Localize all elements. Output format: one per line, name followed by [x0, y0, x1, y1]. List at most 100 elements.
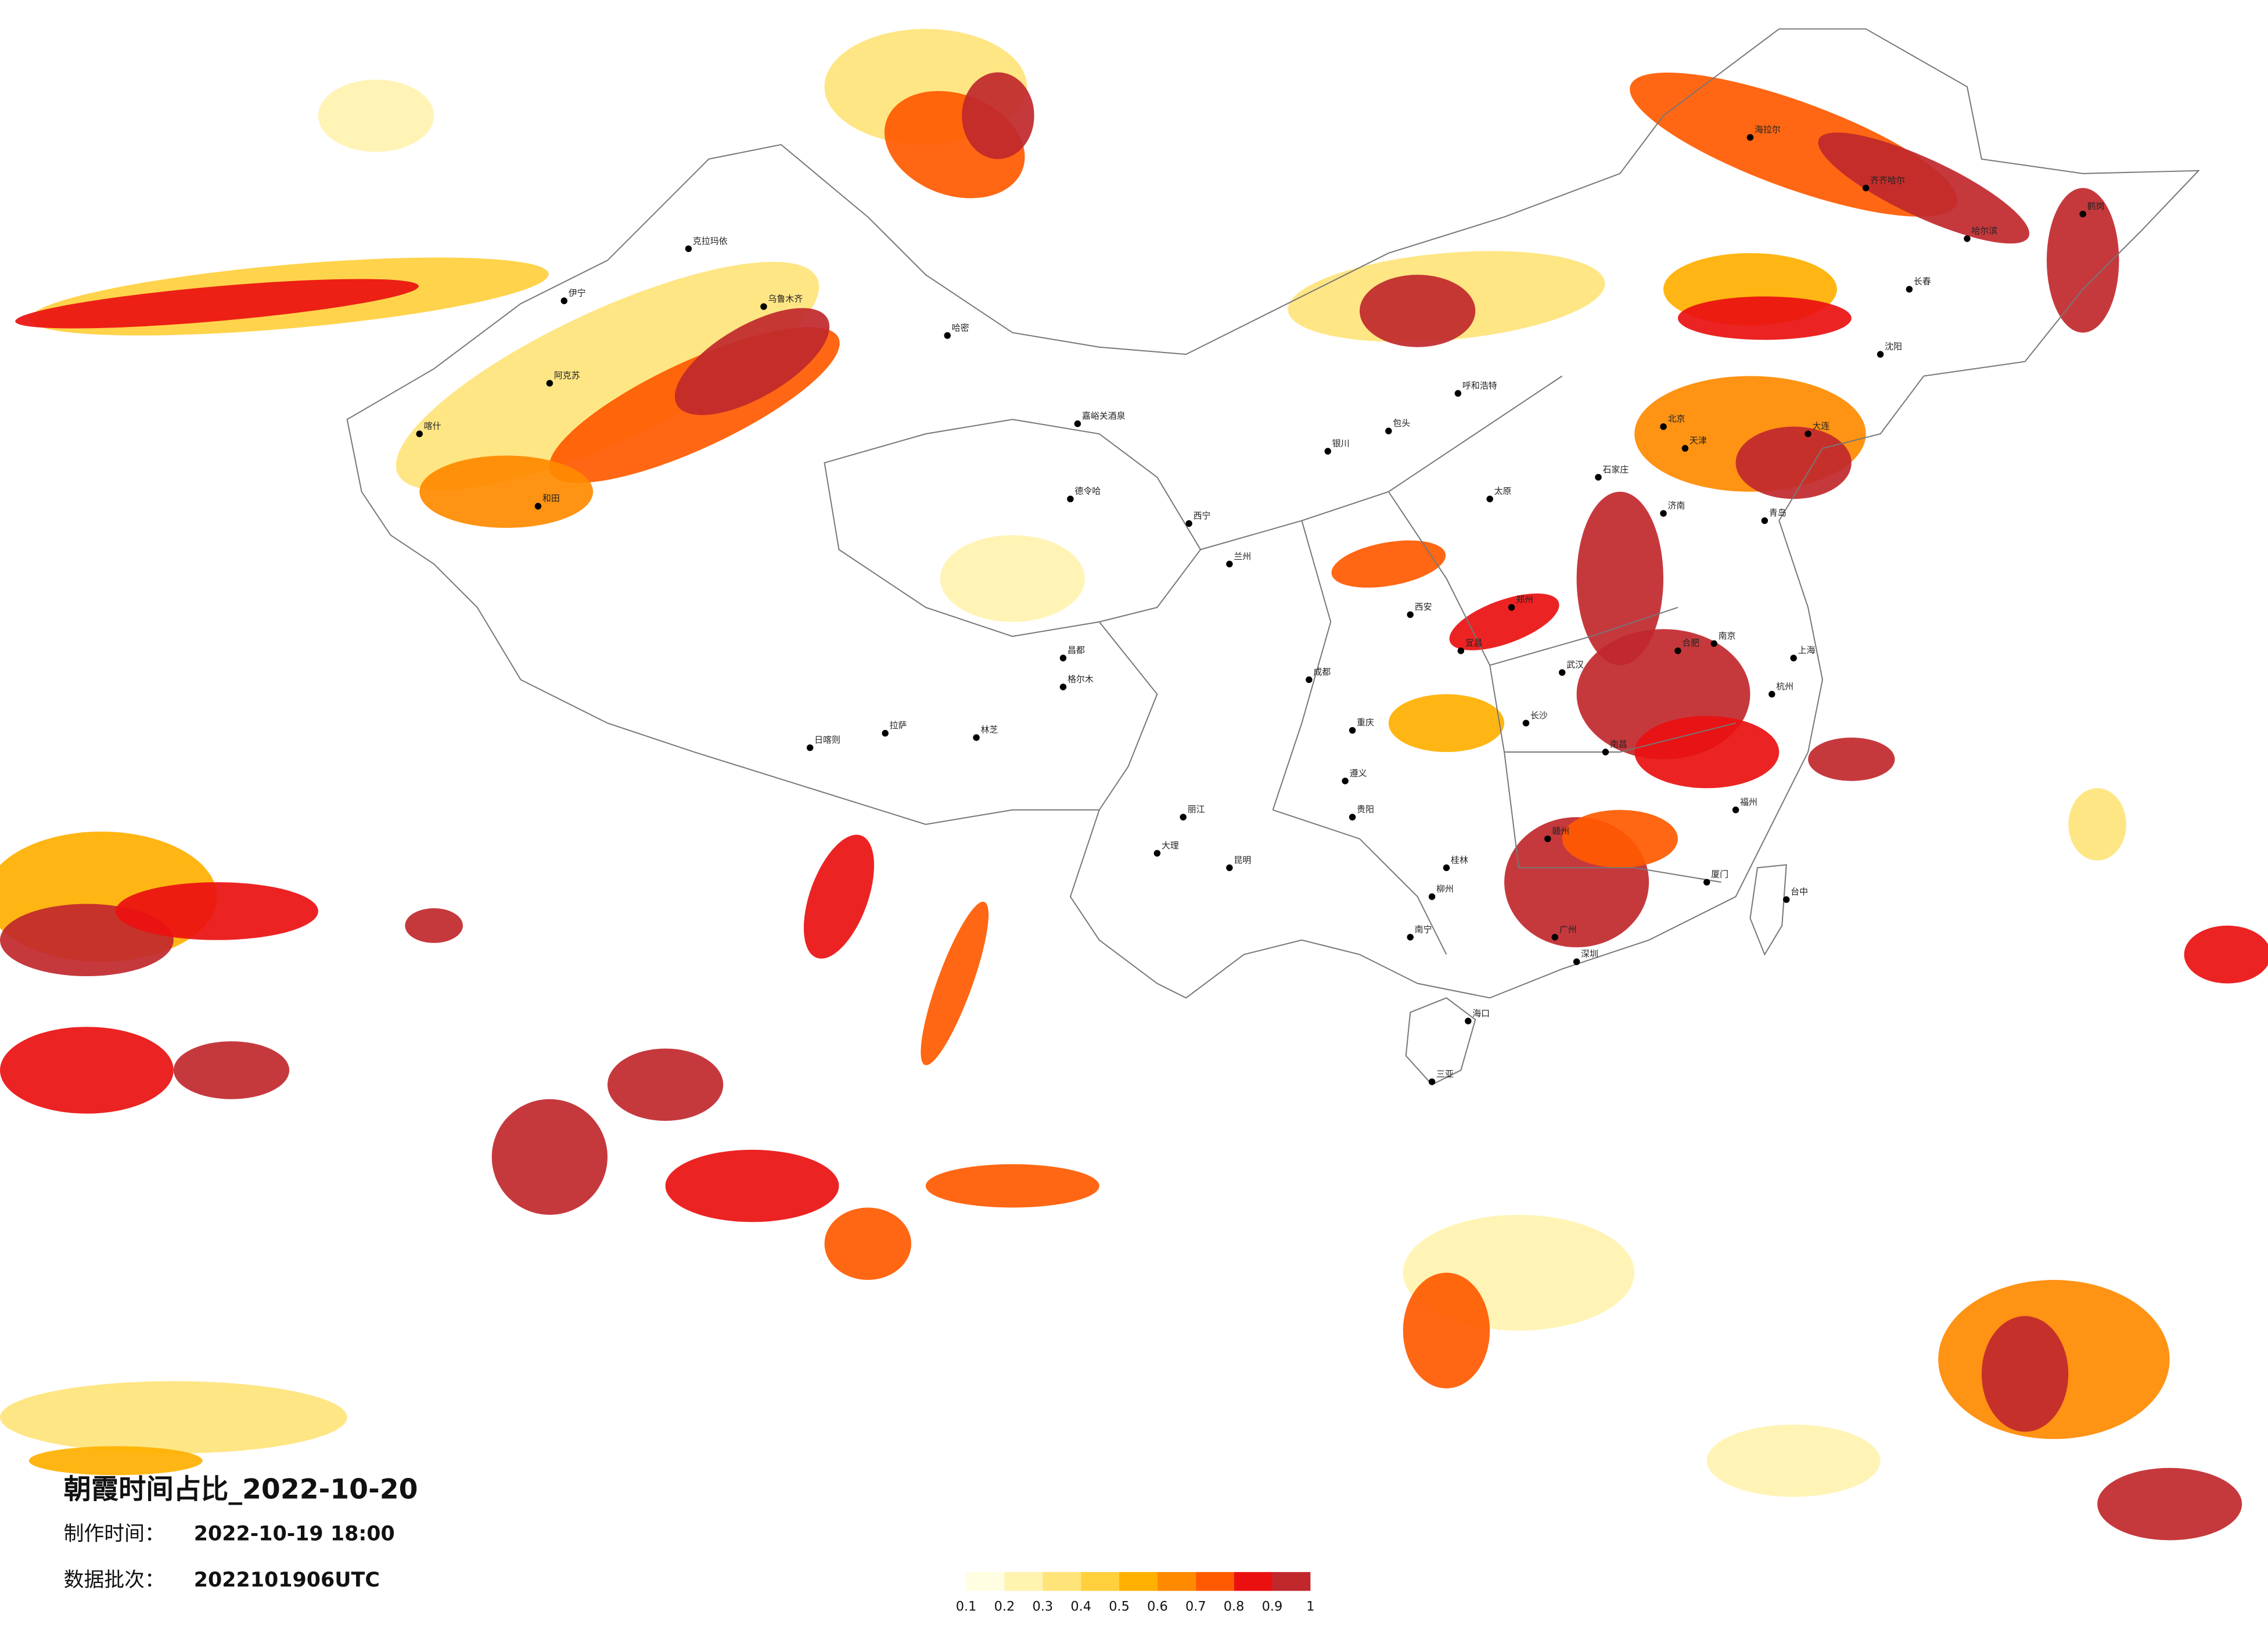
city-label: 天津: [1690, 436, 1707, 446]
legend-swatch: [1043, 1572, 1081, 1591]
boundaries: [346, 28, 2200, 1086]
city-dot: [760, 303, 767, 310]
legend-swatch: [1272, 1572, 1311, 1591]
city-label: 长沙: [1530, 710, 1548, 721]
city-dot: [1428, 1078, 1436, 1085]
city-label: 柳州: [1436, 884, 1454, 894]
city-label: 桂林: [1451, 855, 1468, 865]
heat-patch: [1449, 593, 1559, 650]
city-dot: [416, 430, 423, 437]
heat-patch: [173, 1041, 290, 1099]
legend-tick-label: 0.2: [994, 1599, 1015, 1614]
island-border: [1405, 864, 1787, 1086]
city-dot: [1226, 864, 1233, 871]
heat-patch: [1562, 810, 1678, 868]
heat-patch: [1331, 540, 1446, 588]
heat-patch: [0, 1027, 174, 1114]
city-dot: [1746, 134, 1754, 141]
heat-patch: [2046, 188, 2119, 333]
legend-tick-label: 0.8: [1224, 1599, 1245, 1614]
city-label: 太原: [1494, 486, 1512, 497]
city-label: 赣州: [1552, 826, 1569, 836]
city-dot: [1324, 448, 1331, 455]
legend-swatch: [1004, 1572, 1043, 1591]
heat-patch: [2184, 925, 2268, 984]
city-label: 昌都: [1067, 645, 1085, 656]
city-label: 上海: [1798, 645, 1816, 656]
city-dot: [1703, 879, 1710, 886]
city-label: 杭州: [1776, 681, 1793, 692]
country-border: [346, 28, 2200, 999]
data-batch-value: 2022101906UTC: [194, 1569, 380, 1592]
city-dot: [560, 297, 567, 304]
city-label: 日喀则: [814, 735, 840, 745]
legend: 0.1 0.2 0.3 0.4 0.5 0.6 0.7 0.8 0.9 1: [956, 1572, 1314, 1614]
city-label: 北京: [1667, 413, 1685, 424]
city-label: 哈密: [952, 322, 969, 333]
legend-tick-label: 0.9: [1262, 1599, 1283, 1614]
legend-swatch: [1119, 1572, 1158, 1591]
city-dot: [1067, 495, 1074, 502]
city-label: 格尔木: [1067, 674, 1094, 685]
heat-patch: [1576, 491, 1663, 665]
city-label: 厦门: [1711, 869, 1728, 880]
heat-patch: [803, 834, 874, 959]
heat-patch: [925, 1164, 1099, 1208]
city-dot: [1465, 1017, 1472, 1024]
city-dot: [1551, 934, 1558, 941]
city-dot: [1522, 720, 1530, 726]
heat-patch: [405, 908, 463, 943]
city-label: 林芝: [981, 725, 998, 735]
heat-patch: [318, 79, 434, 152]
city-dot: [1660, 423, 1667, 430]
city-dot: [1877, 351, 1884, 358]
city-dot: [1306, 676, 1313, 684]
made-time-label: 制作时间：: [64, 1522, 165, 1545]
city-label: 合肥: [1682, 638, 1699, 648]
city-dot: [1732, 806, 1739, 814]
city-dot: [1185, 520, 1192, 527]
city-label: 南京: [1719, 631, 1736, 641]
city-label: 三亚: [1436, 1069, 1454, 1079]
heat-patch: [1677, 296, 1852, 340]
city-dot: [1805, 430, 1811, 437]
city-label: 武汉: [1566, 660, 1584, 670]
city-label: 德令哈: [1074, 486, 1101, 497]
city-label: 昆明: [1234, 855, 1251, 865]
city-dot: [1782, 896, 1790, 903]
city-label: 西安: [1415, 602, 1432, 612]
city-dot: [1180, 814, 1187, 821]
heat-patch: [1360, 275, 1476, 347]
heat-patch: [2068, 788, 2126, 861]
city-dot: [1454, 390, 1462, 397]
data-batch-label: 数据批次：: [64, 1569, 165, 1592]
map-title: 朝霞时间占比_2022-10-20: [64, 1474, 418, 1506]
city-dot: [1862, 185, 1870, 192]
heat-patch: [116, 882, 318, 940]
city-label: 成都: [1313, 667, 1331, 677]
city-dot: [1558, 669, 1566, 676]
city-dot: [1059, 684, 1067, 690]
city-label: 乌鲁木齐: [768, 294, 803, 304]
city-dot: [1349, 814, 1356, 821]
heat-patch: [824, 1207, 911, 1280]
city-label: 沈阳: [1885, 341, 1902, 352]
city-dot: [973, 734, 980, 741]
legend-tick-label: 0.4: [1070, 1599, 1091, 1614]
heat-patch: [28, 1446, 203, 1476]
city-label: 郑州: [1516, 595, 1533, 605]
city-dot: [1407, 934, 1414, 941]
city-label: 大连: [1813, 421, 1830, 431]
city-label: 喀什: [424, 421, 441, 431]
heat-patch: [1818, 132, 2030, 244]
city-label: 克拉玛依: [693, 236, 728, 246]
city-label: 齐齐哈尔: [1870, 175, 1905, 185]
legend-tick-label: 0.7: [1185, 1599, 1206, 1614]
city-label: 银川: [1332, 438, 1350, 449]
legend-swatch: [1157, 1572, 1196, 1591]
city-label: 重庆: [1357, 717, 1374, 728]
city-label: 海拉尔: [1755, 124, 1781, 135]
city-dot: [1681, 445, 1689, 452]
city-dot: [1602, 749, 1609, 756]
city-dot: [1508, 604, 1515, 611]
